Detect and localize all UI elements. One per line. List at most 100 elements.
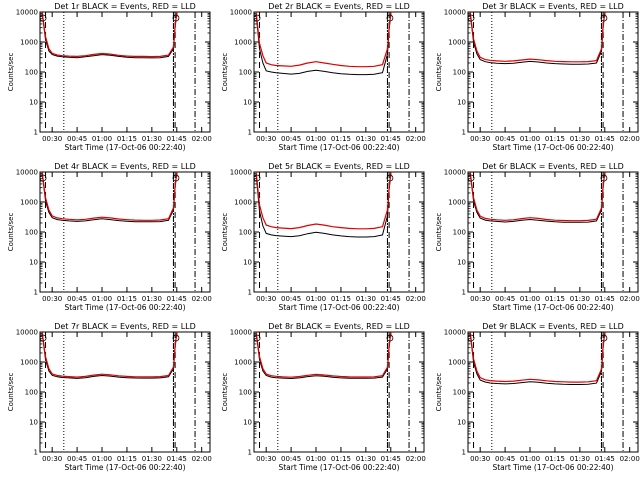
- x-axis-label: Start Time (17-Oct-06 00:22:40): [492, 463, 613, 472]
- saa-marker: [253, 14, 261, 22]
- x-tick-label: 01:45: [167, 455, 187, 463]
- series-line-lld: [41, 11, 178, 58]
- x-tick-label: 00:30: [256, 295, 276, 303]
- x-tick-label: 01:30: [570, 135, 590, 143]
- y-axis-label: Counts/sec: [7, 53, 15, 92]
- saa-marker: [467, 14, 475, 22]
- saa-marker: [39, 174, 47, 182]
- x-axis-label: Start Time (17-Oct-06 00:22:40): [64, 143, 185, 152]
- y-tick-label: 1: [462, 449, 466, 457]
- plot-frame: [253, 171, 425, 293]
- x-tick-label: 00:30: [256, 455, 276, 463]
- x-tick-label: 01:15: [331, 295, 351, 303]
- plot-frame: [253, 331, 425, 453]
- x-tick-label: 01:15: [117, 295, 137, 303]
- x-tick-label: 00:45: [495, 455, 515, 463]
- x-tick-label: 02:00: [620, 135, 640, 143]
- chart-panel-6: Det 6r BLACK = Events, RED = LLD 1 10 100 10…: [435, 162, 640, 312]
- y-tick-label: 1: [462, 289, 466, 297]
- y-tick-label: 10: [457, 259, 466, 267]
- x-tick-label: 01:45: [167, 135, 187, 143]
- x-tick-label: 00:45: [495, 135, 515, 143]
- plot-frame: [467, 171, 639, 293]
- y-tick-label: 100: [25, 69, 38, 77]
- x-tick-label: 01:45: [167, 295, 187, 303]
- series-line-lld: [255, 11, 392, 68]
- panel-title: Det 1r BLACK = Events, RED = LLD: [54, 2, 196, 11]
- y-axis-label: Counts/sec: [221, 53, 229, 92]
- x-tick-label: 00:45: [281, 135, 301, 143]
- plot-frame: [467, 11, 639, 133]
- y-tick-label: 100: [25, 389, 38, 397]
- x-tick-label: 00:45: [281, 455, 301, 463]
- x-tick-label: 00:30: [470, 455, 490, 463]
- x-tick-label: 00:30: [42, 135, 62, 143]
- y-tick-label: 10000: [230, 169, 252, 177]
- plot-frame: [39, 171, 211, 293]
- y-tick-label: 100: [453, 69, 466, 77]
- series-line-events: [41, 172, 178, 223]
- panel-title: Det 2r BLACK = Events, RED = LLD: [268, 2, 410, 11]
- panel-title: Det 7r BLACK = Events, RED = LLD: [54, 322, 196, 331]
- x-tick-label: 01:00: [520, 135, 540, 143]
- x-tick-label: 00:45: [67, 135, 87, 143]
- series-line-lld: [469, 11, 606, 63]
- x-tick-label: 01:00: [520, 295, 540, 303]
- x-tick-label: 01:15: [545, 455, 565, 463]
- y-axis-label: Counts/sec: [435, 373, 443, 412]
- x-tick-label: 02:00: [406, 455, 426, 463]
- x-tick-label: 01:45: [595, 455, 615, 463]
- panel-title: Det 6r BLACK = Events, RED = LLD: [482, 162, 624, 171]
- series-line-events: [41, 332, 178, 379]
- plot-frame: [467, 331, 639, 453]
- saa-marker: [386, 174, 394, 182]
- x-tick-label: 01:30: [142, 135, 162, 143]
- chart-panel-2: Det 2r BLACK = Events, RED = LLD 1 10 100 10…: [221, 2, 426, 152]
- y-tick-label: 1000: [234, 199, 252, 207]
- y-tick-label: 10000: [444, 9, 466, 17]
- y-tick-label: 100: [453, 229, 466, 237]
- series-line-events: [469, 12, 606, 65]
- panel-title: Det 9r BLACK = Events, RED = LLD: [482, 322, 624, 331]
- x-tick-label: 00:45: [495, 295, 515, 303]
- y-tick-label: 1: [34, 129, 38, 137]
- y-tick-label: 1000: [448, 199, 466, 207]
- saa-marker: [172, 14, 180, 22]
- y-tick-label: 100: [453, 389, 466, 397]
- y-tick-label: 10000: [444, 169, 466, 177]
- y-axis-label: Counts/sec: [7, 373, 15, 412]
- saa-marker: [253, 334, 261, 342]
- y-axis-label: Counts/sec: [435, 53, 443, 92]
- x-axis-label: Start Time (17-Oct-06 00:22:40): [278, 143, 399, 152]
- x-axis-label: Start Time (17-Oct-06 00:22:40): [492, 143, 613, 152]
- x-tick-label: 01:00: [92, 295, 112, 303]
- x-axis-label: Start Time (17-Oct-06 00:22:40): [492, 303, 613, 312]
- x-tick-label: 02:00: [192, 295, 212, 303]
- series-line-lld: [255, 171, 392, 230]
- chart-panel-1: Det 1r BLACK = Events, RED = LLD 1 10 100 10…: [7, 2, 212, 152]
- y-tick-label: 10000: [16, 169, 38, 177]
- x-tick-label: 01:15: [331, 135, 351, 143]
- chart-panel-8: Det 8r BLACK = Events, RED = LLD 1 10 100 10…: [221, 322, 426, 472]
- saa-marker: [600, 334, 608, 342]
- y-axis-label: Counts/sec: [221, 213, 229, 252]
- plot-frame: [253, 11, 425, 133]
- y-tick-label: 10: [457, 419, 466, 427]
- x-tick-label: 00:30: [42, 295, 62, 303]
- x-tick-label: 00:45: [281, 295, 301, 303]
- y-axis-label: Counts/sec: [7, 213, 15, 252]
- y-tick-label: 1: [462, 129, 466, 137]
- series-line-events: [469, 172, 606, 223]
- x-tick-label: 01:00: [306, 455, 326, 463]
- series-line-lld: [41, 331, 178, 378]
- y-tick-label: 1: [248, 129, 252, 137]
- x-tick-label: 02:00: [192, 455, 212, 463]
- y-tick-label: 10: [243, 419, 252, 427]
- chart-panel-4: Det 4r BLACK = Events, RED = LLD 1 10 100 10…: [7, 162, 212, 312]
- x-axis-label: Start Time (17-Oct-06 00:22:40): [64, 303, 185, 312]
- x-tick-label: 01:00: [306, 295, 326, 303]
- x-tick-label: 02:00: [192, 135, 212, 143]
- x-tick-label: 01:15: [117, 135, 137, 143]
- y-tick-label: 10: [29, 99, 38, 107]
- x-tick-label: 01:15: [545, 295, 565, 303]
